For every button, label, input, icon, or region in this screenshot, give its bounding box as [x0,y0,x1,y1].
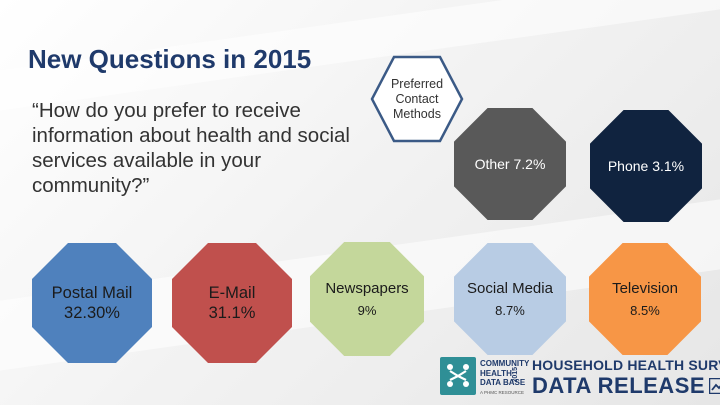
trend-chart-icon [708,377,720,395]
method-newspapers: Newspapers 9% [310,242,424,356]
method-label: Phone 3.1% [607,158,685,174]
household-health-survey-logo: COMMUNITY HEALTH DATA BASE A PHMC RESOUR… [440,357,720,401]
method-label: Postal Mail [51,284,133,302]
method-value: 8.7% [495,302,525,318]
survey-question: “How do you prefer to receive informatio… [32,99,350,197]
method-value: 9% [357,302,377,318]
community-health-logo-icon [440,357,476,395]
method-television: Television 8.5% [589,243,701,355]
method-value: 31.1% [208,304,256,322]
method-label: Social Media [467,279,553,297]
method-phone: Phone 3.1% [590,110,702,222]
method-postal-mail: Postal Mail 32.30% [32,243,152,363]
method-value: 32.30% [64,304,120,322]
hexagon-shape [370,55,464,143]
logo-data-release-text: DATA RELEASE [532,373,706,398]
preferred-contact-methods-hexagon: Preferred Contact Methods [370,55,464,143]
method-label: Television [612,279,678,297]
method-label: Other 7.2% [474,156,546,172]
logo-year: 2015 [512,367,519,383]
method-label: Newspapers [325,279,409,297]
slide-title: New Questions in 2015 [28,44,312,74]
logo-subtext: A PHMC RESOURCE [480,390,525,395]
method-other: Other 7.2% [454,108,566,220]
logo-wordmark: COMMUNITY HEALTH DATA BASE [480,359,530,387]
logo-survey-title: HOUSEHOLD HEALTH SURVEY [532,357,720,373]
hexagon-label: Preferred Contact Methods [390,77,444,121]
method-value: 8.5% [630,302,660,318]
method-label: E-Mail [208,284,256,302]
method-social-media: Social Media 8.7% [454,243,566,355]
method-email: E-Mail 31.1% [172,243,292,363]
logo-figures-icon [447,364,469,387]
logo-data-release: DATA RELEASE [532,373,720,399]
